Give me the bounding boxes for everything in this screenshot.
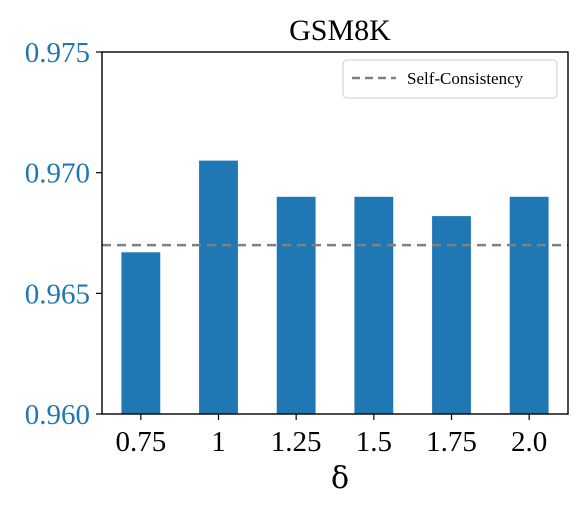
legend-label: Self-Consistency <box>407 69 524 88</box>
plot-frame <box>101 51 569 415</box>
x-tick-label: 1.25 <box>271 426 322 458</box>
bar-1.25 <box>276 196 316 414</box>
bar-2.0 <box>509 196 549 414</box>
bar-1.75 <box>432 216 471 414</box>
x-tick-label: 0.75 <box>115 426 166 458</box>
x-tick-label: 1.5 <box>356 426 392 458</box>
chart-title: GSM8K <box>289 14 391 47</box>
x-tick-label: 1 <box>211 426 226 458</box>
y-tick-label: 0.970 <box>25 158 90 190</box>
y-tick-label: 0.965 <box>25 278 90 310</box>
y-tick-label: 0.975 <box>25 37 90 69</box>
legend: Self-Consistency <box>342 59 558 99</box>
x-tick-label: 2.0 <box>511 426 547 458</box>
bar-1.5 <box>354 196 394 414</box>
x-tick-label: 1.75 <box>426 426 477 458</box>
ticks-layer: 0.75 1 1.25 1.5 1.75 2.0 0.960 0.965 0.970 0.975 <box>25 37 548 458</box>
x-axis-label: δ <box>331 461 349 496</box>
bars-layer <box>121 160 549 414</box>
y-tick-label: 0.960 <box>25 399 90 431</box>
bar-1 <box>199 160 238 414</box>
axes-layer <box>101 51 569 415</box>
bar-0.75 <box>121 252 161 414</box>
legend-box <box>342 59 558 99</box>
